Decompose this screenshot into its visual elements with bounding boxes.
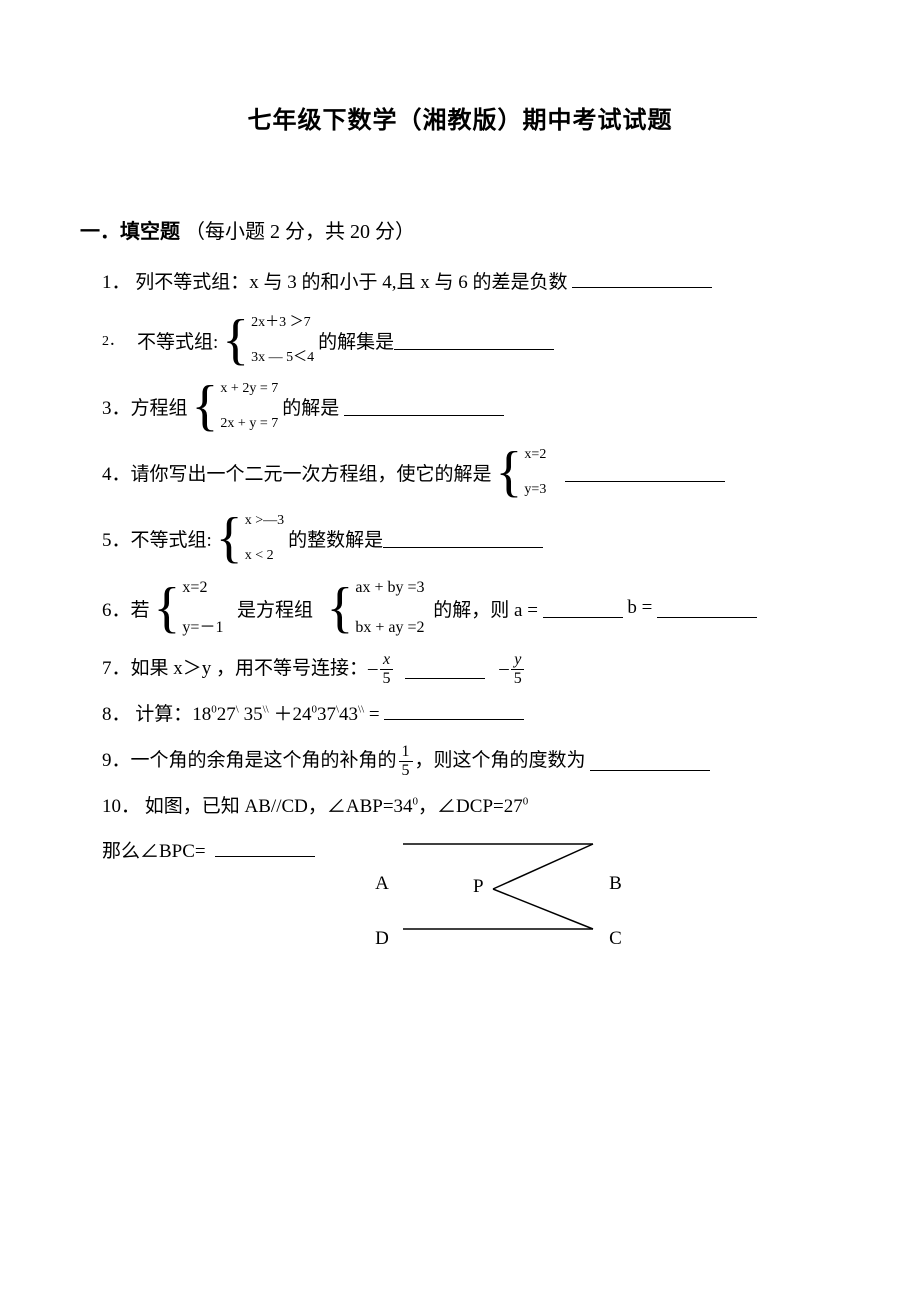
question-7: 7． 如果 x＞y ，用不等号连接： – x 5 – y 5 xyxy=(102,650,840,688)
q7-frac-y: y 5 xyxy=(511,652,525,687)
q5-tail: 的整数解是 xyxy=(288,525,383,552)
q8-blank xyxy=(384,700,524,720)
q6-eq3: ax + by =3 xyxy=(355,576,424,600)
q6-mid: 是方程组 xyxy=(237,595,313,622)
q9-num: 9． xyxy=(102,742,131,780)
q9-blank xyxy=(590,751,710,771)
q2-eq1: 2x＋3 ＞7 xyxy=(251,312,314,333)
question-10: 10． 如图，已知 AB//CD，∠ABP=340，∠DCP=270 xyxy=(102,788,840,826)
q8-m1: 27 xyxy=(217,704,236,725)
q6-num: 6． xyxy=(102,595,131,622)
q8-m2: 37 xyxy=(317,704,336,725)
q3-num: 3． xyxy=(102,393,131,420)
q9-fd: 5 xyxy=(399,762,413,779)
q6-lead: 若 xyxy=(131,595,150,622)
q6-tail2: b = xyxy=(627,597,652,619)
q7-text1: 如果 x＞y ，用不等号连接： xyxy=(131,650,369,688)
q3-eq1: x + 2y = 7 xyxy=(220,378,278,399)
label-D: D xyxy=(375,928,393,950)
q3-lead: 方程组 xyxy=(131,393,188,420)
q4-blank xyxy=(565,462,725,482)
q5-lead: 不等式组: xyxy=(131,525,212,552)
question-5: 5． 不等式组: { x >—3 x < 2 的整数解是 xyxy=(102,510,840,566)
q7-fx-d: 5 xyxy=(380,670,394,687)
q8-num: 8． xyxy=(102,696,131,734)
q1-num: 1． xyxy=(102,264,131,302)
section-label: 一．填空题 xyxy=(80,221,180,243)
q9-fn: 1 xyxy=(399,744,413,762)
q5-blank xyxy=(383,528,543,548)
q7-frac-x: x 5 xyxy=(380,652,394,687)
q4-lead: 请你写出一个二元一次方程组，使它的解是 xyxy=(131,459,492,486)
q7-blank xyxy=(405,659,485,679)
q3-eq2: 2x + y = 7 xyxy=(220,413,278,434)
q8-s1: 35 xyxy=(239,704,263,725)
q10-diagram: A P B D C xyxy=(375,834,627,950)
label-C: C xyxy=(603,928,627,950)
q8-t1: 计算：18 xyxy=(135,704,211,725)
q2-brace: { 2x＋3 ＞7 3x — 5＜4 xyxy=(222,312,314,368)
question-3: 3． 方程组 { x + 2y = 7 2x + y = 7 的解是 xyxy=(102,378,840,434)
q8-eq: = xyxy=(364,704,379,725)
q5-brace: { x >—3 x < 2 xyxy=(216,510,284,566)
q3-blank xyxy=(344,396,504,416)
q6-eq1: x=2 xyxy=(182,576,223,600)
q7-neg2: – xyxy=(499,650,509,688)
q9-t1: 一个角的余角是这个角的补角的 xyxy=(131,742,397,780)
q7-fx-n: x xyxy=(380,652,393,670)
q10-d2: 0 xyxy=(523,796,529,808)
q4-eq1: x=2 xyxy=(524,444,546,465)
q4-num: 4． xyxy=(102,459,131,486)
page-title: 七年级下数学（湘教版）期中考试试题 xyxy=(80,100,840,135)
section-note: （每小题 2 分，共 20 分） xyxy=(185,221,415,243)
q7-num: 7． xyxy=(102,650,131,688)
diagram-svg: P xyxy=(393,834,603,934)
question-1: 1． 列不等式组：x 与 3 的和小于 4,且 x 与 6 的差是负数 xyxy=(102,264,840,302)
q2-tail: 的解集是 xyxy=(318,327,394,354)
q6-eq2: y=－1 xyxy=(182,616,223,640)
q6-tail1: 的解，则 a = xyxy=(433,595,538,622)
q8-plus: ＋24 xyxy=(269,704,312,725)
q7-fy-n: y xyxy=(511,652,524,670)
question-2: 2． 不等式组: { 2x＋3 ＞7 3x — 5＜4 的解集是 xyxy=(102,312,840,368)
q9-frac: 1 5 xyxy=(399,744,413,779)
q1-text: 列不等式组：x 与 3 的和小于 4,且 x 与 6 的差是负数 xyxy=(135,272,567,293)
q3-tail: 的解是 xyxy=(282,393,339,420)
q10-t1: 如图，已知 AB//CD，∠ABP=34 xyxy=(145,796,413,817)
q8-s2: 43 xyxy=(339,704,358,725)
q6-blank-a xyxy=(543,598,623,618)
q7-neg1: – xyxy=(368,650,378,688)
q6-brace-2: { ax + by =3 bx + ay =2 xyxy=(326,576,424,640)
q6-eq4: bx + ay =2 xyxy=(355,616,424,640)
q2-num: 2． xyxy=(102,330,123,350)
q10-t3: 那么∠BPC= xyxy=(102,841,210,862)
q10-t2: ，∠DCP=27 xyxy=(418,796,523,817)
q3-brace: { x + 2y = 7 2x + y = 7 xyxy=(192,378,279,434)
q6-blank-b xyxy=(657,598,757,618)
q2-eq2: 3x — 5＜4 xyxy=(251,347,314,368)
q4-eq2: y=3 xyxy=(524,479,546,500)
question-10-row2: 那么∠BPC= A P B D C xyxy=(102,834,840,950)
q6-brace-1: { x=2 y=－1 xyxy=(154,576,224,640)
label-A: A xyxy=(375,873,393,895)
question-9: 9． 一个角的余角是这个角的补角的 1 5 ，则这个角的度数为 xyxy=(102,742,840,780)
q4-brace: { x=2 y=3 xyxy=(496,444,547,500)
q5-eq1: x >—3 xyxy=(245,510,284,531)
q10-blank xyxy=(215,837,315,857)
q2-blank xyxy=(394,330,554,350)
question-6: 6． 若 { x=2 y=－1 是方程组 { ax + by =3 bx + a… xyxy=(102,576,840,640)
q7-fy-d: 5 xyxy=(511,670,525,687)
q5-eq2: x < 2 xyxy=(245,545,284,566)
question-8: 8． 计算：18027\ 35\\ ＋24037\43\\ = xyxy=(102,696,840,734)
q1-blank xyxy=(572,268,712,288)
svg-text:P: P xyxy=(473,876,484,897)
label-B: B xyxy=(603,873,627,895)
question-4: 4． 请你写出一个二元一次方程组，使它的解是 { x=2 y=3 xyxy=(102,444,840,500)
q10-num: 10． xyxy=(102,788,140,826)
q9-t2: ，则这个角的度数为 xyxy=(415,742,586,780)
q5-num: 5． xyxy=(102,525,131,552)
q2-lead: 不等式组: xyxy=(137,327,218,354)
section-header: 一．填空题 （每小题 2 分，共 20 分） xyxy=(80,215,840,244)
